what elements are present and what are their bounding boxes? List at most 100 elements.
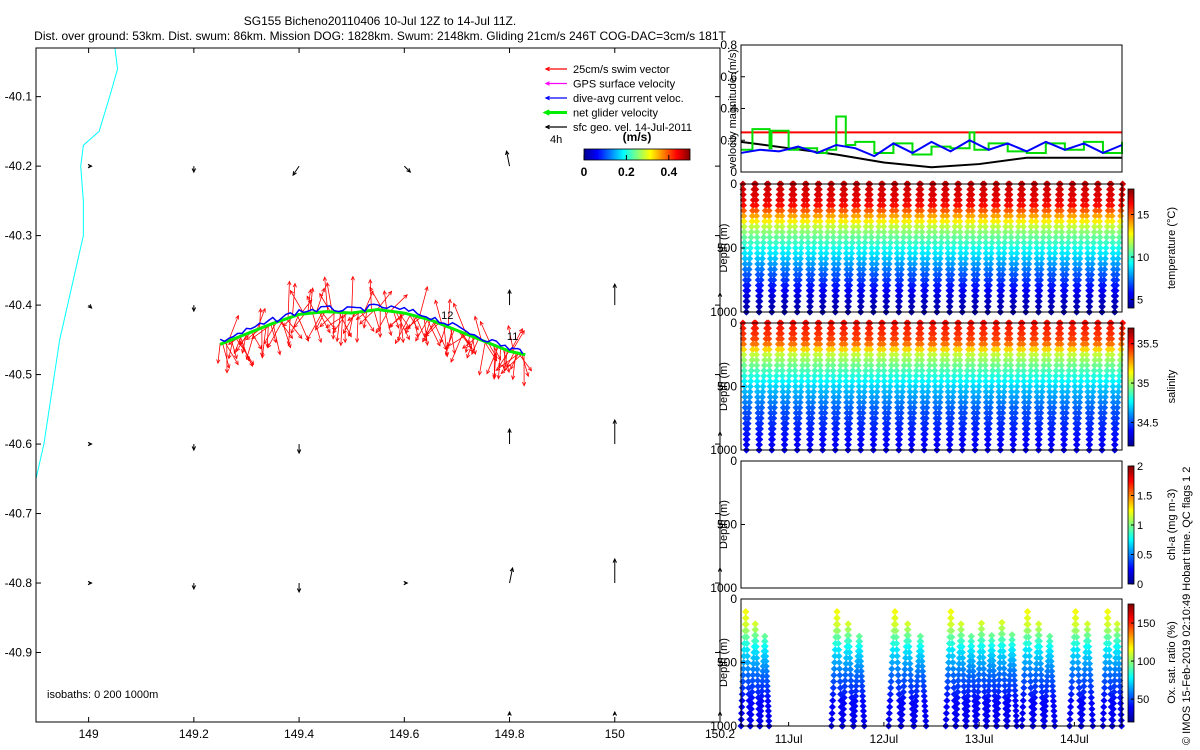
profile-point: [886, 249, 894, 257]
geo-velocity-arrow: [292, 165, 300, 177]
profile-point: [740, 239, 749, 247]
profile-point: [904, 196, 912, 204]
oxygen-point: [975, 665, 983, 673]
oxygen-point: [761, 642, 769, 650]
profile-point: [860, 388, 868, 396]
oxygen-point: [901, 665, 909, 673]
profile-point: [774, 207, 782, 215]
profile-point: [1002, 212, 1010, 220]
profile-point: [792, 260, 800, 268]
profile-point: [1010, 292, 1018, 300]
oxygen-point: [965, 677, 973, 685]
profile-point: [867, 228, 875, 236]
oxygen-point: [964, 692, 972, 700]
profile-point: [842, 361, 850, 369]
oxygen-point: [960, 682, 968, 690]
profile-point: [848, 382, 856, 391]
profile-point: [748, 212, 756, 220]
swim-vector-arrow: [263, 320, 278, 345]
profile-point: [752, 324, 760, 332]
oxygen-point: [899, 699, 907, 707]
profile-point: [746, 393, 754, 401]
oxygen-point: [906, 654, 914, 662]
geo-velocity-arrow: [87, 163, 93, 169]
profile-point: [744, 276, 752, 284]
oxygen-point: [846, 660, 854, 668]
oxygen-point: [851, 702, 859, 710]
profile-point: [866, 191, 874, 199]
legend-swatch: [544, 81, 567, 86]
profile-point: [860, 398, 868, 406]
profile-point: [955, 191, 963, 199]
profile-point: [1011, 281, 1019, 289]
y-tick-label: -40.5: [5, 368, 33, 382]
oxygen-point: [1011, 687, 1019, 695]
profile-point: [956, 228, 964, 236]
oxygen-point: [831, 658, 839, 667]
profile-point: [790, 201, 798, 209]
profile-point: [842, 239, 850, 247]
profile-point: [854, 356, 862, 364]
profile-point: [944, 255, 952, 263]
oxygen-point: [985, 682, 993, 690]
profile-point: [956, 239, 964, 247]
profile-point: [811, 356, 820, 364]
oxygen-point: [757, 712, 765, 720]
oxygen-point: [888, 652, 897, 660]
oxygen-point: [985, 687, 993, 695]
profile-point: [793, 441, 802, 449]
profile-point: [747, 372, 755, 380]
profile-point: [834, 398, 842, 406]
profile-point: [808, 276, 816, 284]
profile-point: [830, 393, 838, 401]
profile-point: [829, 356, 837, 364]
profile-point: [866, 185, 874, 193]
swim-vector-arrow: [522, 353, 527, 387]
swim-vector-arrow: [216, 343, 221, 365]
profile-point: [900, 367, 908, 375]
oxygen-point: [860, 712, 868, 720]
oxygen-point: [980, 676, 988, 684]
profile-point: [872, 409, 880, 417]
profile-point: [976, 372, 984, 380]
colorbar-tick-label: 0: [1137, 579, 1143, 591]
profile-point: [934, 287, 942, 295]
oxygen-point: [738, 703, 746, 711]
profile-point: [768, 435, 776, 443]
profile-point: [994, 345, 1002, 353]
profile-point: [906, 388, 914, 396]
profile-point: [848, 388, 856, 396]
profile-point: [919, 388, 927, 396]
profile-point: [994, 233, 1002, 241]
profile-point: [914, 345, 922, 353]
profile-point: [778, 207, 786, 215]
oxygen-point: [949, 652, 957, 660]
oxygen-point: [857, 672, 866, 680]
profile-point: [846, 409, 854, 417]
swim-vector-arrow: [355, 311, 360, 344]
profile-point: [837, 217, 845, 225]
profile-point: [824, 367, 832, 375]
profile-point: [855, 249, 863, 257]
profile-point: [804, 382, 812, 391]
oxygen-point: [859, 707, 867, 715]
profile-point: [854, 228, 863, 236]
oxygen-point: [979, 648, 987, 656]
colorbar-tick-label: 0.2: [618, 165, 635, 179]
oxygen-point: [738, 690, 746, 698]
oxygen-point: [904, 631, 912, 639]
profile-point: [759, 244, 767, 252]
profile-point: [740, 377, 749, 385]
oxygen-point: [914, 667, 922, 675]
profile-point: [782, 281, 790, 289]
profile-point: [932, 404, 940, 412]
profile-point: [752, 196, 760, 204]
profile-point: [784, 255, 792, 263]
oxygen-point: [753, 671, 761, 679]
oxygen-point: [901, 660, 909, 668]
profile-point: [985, 281, 993, 289]
profile-point: [817, 260, 825, 268]
oxygen-point: [893, 646, 901, 654]
profile-point: [740, 372, 748, 380]
profile-point: [1007, 228, 1015, 236]
